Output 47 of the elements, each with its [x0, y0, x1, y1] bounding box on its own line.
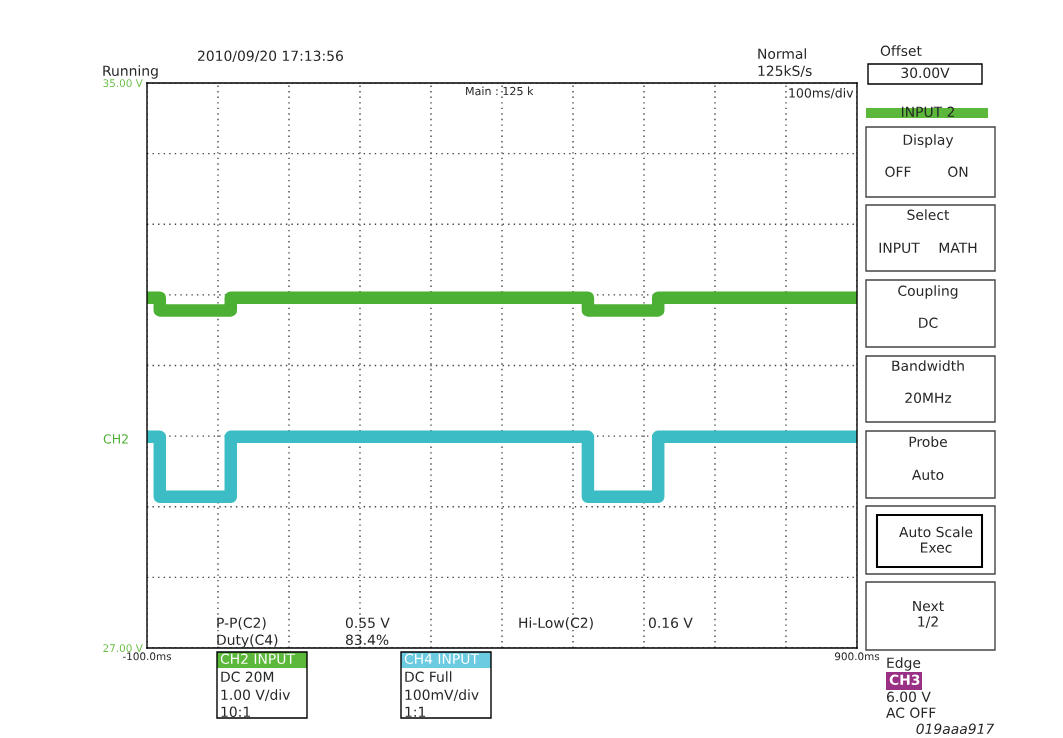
text: 125kS/s [758, 65, 812, 78]
text: INPUT [879, 242, 920, 254]
text: Select [907, 209, 950, 221]
text: 30.00V [901, 67, 950, 79]
text: Running [103, 65, 158, 79]
text: 2010/09/20 17:13:56 [198, 50, 343, 63]
text: Normal [758, 48, 806, 60]
text: Display [903, 134, 954, 148]
text: AC OFF [886, 707, 936, 719]
text: ON [948, 166, 968, 178]
text: DC Full [405, 671, 452, 683]
y-tick-label: 27.00 V [103, 644, 143, 653]
annotation: 83.4% [345, 634, 389, 646]
text: Auto Scale Exec [899, 526, 973, 553]
text: Probe [909, 436, 947, 448]
text: 10:1 [221, 706, 250, 718]
text: 019aaa917 [916, 723, 995, 735]
x-tick-label: -100.0ms [122, 652, 172, 661]
annotation: P-P(C2) [217, 617, 266, 630]
text: 6.00 V [886, 691, 931, 703]
text: Auto [911, 469, 944, 481]
annotation: Hi-Low(C2) [519, 617, 593, 630]
text: Offset [880, 45, 922, 57]
text: Edge [887, 657, 921, 671]
text: Bandwidth [892, 360, 964, 372]
annotation: 0.55 V [345, 617, 390, 629]
annotation: 0.16 V [648, 617, 693, 629]
annotation: Main : 125 k [466, 86, 534, 96]
text: DC [919, 317, 938, 329]
text: 20MHz [905, 392, 952, 404]
text: Coupling [898, 285, 958, 299]
text: DC 20M [221, 671, 274, 683]
text: 1:1 [405, 706, 426, 717]
text: MATH [939, 242, 977, 253]
text: CH3 [889, 674, 920, 686]
text: 100mV/div [405, 689, 479, 702]
text: CH2 [103, 434, 128, 444]
text: OFF [885, 166, 911, 178]
text: Next 1/2 [913, 600, 944, 628]
text: CH4 INPUT [404, 653, 479, 665]
text: INPUT 2 [901, 106, 954, 118]
text: 1.00 V/div [221, 689, 290, 702]
y-tick-label: 35.00 V [103, 79, 143, 88]
x-tick-label: 900.0ms [834, 652, 880, 661]
annotation: 100ms/div [789, 87, 854, 99]
annotation: Duty(C4) [217, 634, 278, 648]
text: CH2 INPUT [220, 653, 295, 665]
